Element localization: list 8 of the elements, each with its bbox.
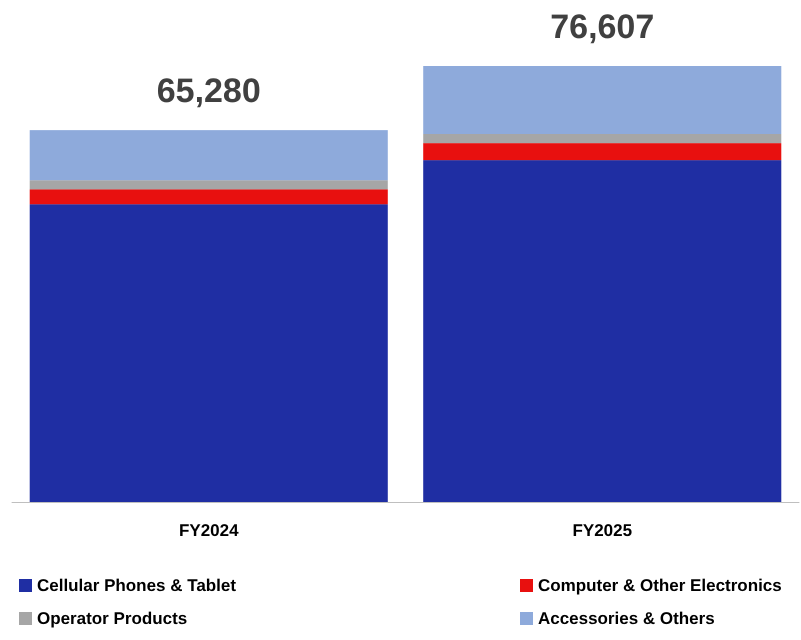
legend-label: Accessories & Others — [538, 609, 715, 628]
annotation: 76,607 — [550, 8, 654, 46]
legend-label: Cellular Phones & Tablet — [37, 576, 236, 595]
legend-label: Operator Products — [37, 609, 188, 628]
legend-label: Computer & Other Electronics — [538, 576, 782, 595]
annotation: 65,280 — [156, 72, 261, 110]
x-tick-label: FY2025 — [572, 521, 632, 540]
x-tick-label: FY2024 — [178, 521, 240, 540]
